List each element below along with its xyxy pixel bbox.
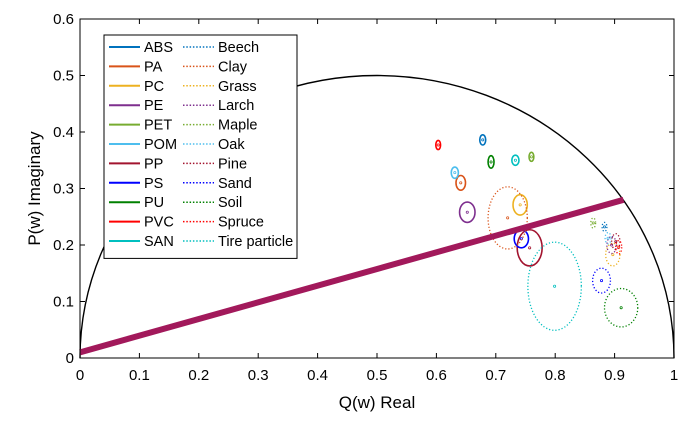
- ellipse-pe: [458, 201, 476, 224]
- legend-label: SAN: [144, 234, 174, 250]
- center-point-pc: [518, 203, 522, 207]
- legend-label: PET: [144, 118, 172, 134]
- center-point-abs: [481, 138, 485, 142]
- ellipse-maple: [590, 217, 597, 229]
- legend: ABS PA PC PE PET POM PP PS PU PVC SAN Beech Clay Gras…: [103, 34, 298, 259]
- ellipse-clay: [487, 186, 528, 250]
- center-point-pe: [465, 210, 469, 214]
- legend-label: Pine: [218, 156, 247, 172]
- ellipse-pet: [528, 151, 535, 163]
- y-tick-label: 0.6: [53, 11, 74, 28]
- y-tick-label: 0.3: [53, 181, 74, 198]
- center-point-pu: [489, 160, 493, 164]
- legend-label: PP: [144, 156, 163, 172]
- center-point-sand: [600, 279, 604, 283]
- x-tick-label: 0.1: [129, 367, 150, 384]
- center-point-tire-particle: [553, 284, 557, 288]
- legend-label: Tire particle: [218, 234, 293, 250]
- x-tick-label: 0.4: [307, 367, 328, 384]
- legend-label: Larch: [218, 98, 254, 114]
- ellipse-grass: [605, 242, 621, 267]
- center-point-maple: [591, 221, 595, 225]
- y-tick-label: 0.5: [53, 68, 74, 85]
- legend-label: PVC: [144, 215, 174, 231]
- legend-label: Soil: [218, 195, 242, 211]
- center-point-clay: [506, 216, 510, 220]
- ellipse-pa: [455, 174, 467, 191]
- center-point-pp: [528, 246, 532, 250]
- center-point-pine: [614, 240, 618, 244]
- x-tick-label: 0.2: [188, 367, 209, 384]
- ellipse-abs: [478, 134, 487, 146]
- center-point-pvc: [436, 143, 440, 147]
- axes-layer: 0 0.1 0.2 0.3 0.4 0.5 0.6 0.7 0.8 0.9 1 0 0.1 0.2 0.3 0…: [53, 11, 678, 384]
- ellipse-beech: [601, 221, 608, 233]
- center-point-pom: [453, 171, 457, 175]
- center-point-beech: [603, 225, 607, 229]
- legend-label: Spruce: [218, 215, 264, 231]
- ellipse-oak: [604, 231, 612, 245]
- ellipse-spruce: [615, 239, 623, 255]
- legend-label: POM: [144, 137, 177, 153]
- x-tick-label: 0.7: [485, 367, 506, 384]
- ellipse-pc: [512, 193, 529, 216]
- legend-label: Maple: [218, 118, 258, 134]
- legend-label: PC: [144, 79, 164, 95]
- legend-label: PU: [144, 195, 164, 211]
- legend-label: Beech: [218, 40, 259, 56]
- x-tick-label: 0.6: [426, 367, 447, 384]
- x-tick-label: 0.9: [604, 367, 625, 384]
- x-tick-label: 1: [670, 367, 678, 384]
- center-point-oak: [606, 236, 610, 240]
- ellipse-larch: [606, 235, 618, 255]
- ellipse-pvc: [435, 139, 442, 151]
- ellipse-pu: [487, 154, 495, 169]
- center-point-grass: [611, 253, 615, 257]
- legend-label: PE: [144, 98, 164, 114]
- ellipse-san: [511, 154, 520, 167]
- legend-label: ABS: [144, 40, 173, 56]
- ellipse-tire-particle: [527, 241, 582, 331]
- x-tick-label: 0.3: [248, 367, 269, 384]
- legend-label: Sand: [218, 176, 252, 192]
- x-tick-label: 0.5: [367, 367, 388, 384]
- legend-label: Oak: [218, 137, 245, 153]
- center-point-spruce: [617, 245, 621, 249]
- ellipse-soil: [603, 287, 639, 328]
- center-point-soil: [619, 306, 623, 310]
- y-tick-label: 0.1: [53, 294, 74, 311]
- x-tick-label: 0.8: [545, 367, 566, 384]
- x-tick-label: 0: [76, 367, 84, 384]
- y-tick-label: 0.2: [53, 237, 74, 254]
- legend-label: PA: [144, 59, 163, 75]
- y-axis-label: P(w) Imaginary: [25, 131, 44, 246]
- ellipse-sand: [591, 267, 612, 294]
- center-point-pet: [529, 155, 533, 159]
- legend-label: PS: [144, 176, 163, 192]
- legend-box: [103, 34, 298, 259]
- center-point-san: [513, 158, 517, 162]
- legend-label: Grass: [218, 79, 257, 95]
- center-point-pa: [459, 181, 463, 185]
- x-axis-label: Q(w) Real: [339, 393, 416, 412]
- y-tick-label: 0.4: [53, 124, 74, 141]
- legend-label: Clay: [218, 59, 248, 75]
- ellipse-pom: [450, 166, 460, 180]
- y-tick-label: 0: [66, 350, 74, 367]
- regression-line: [79, 196, 625, 356]
